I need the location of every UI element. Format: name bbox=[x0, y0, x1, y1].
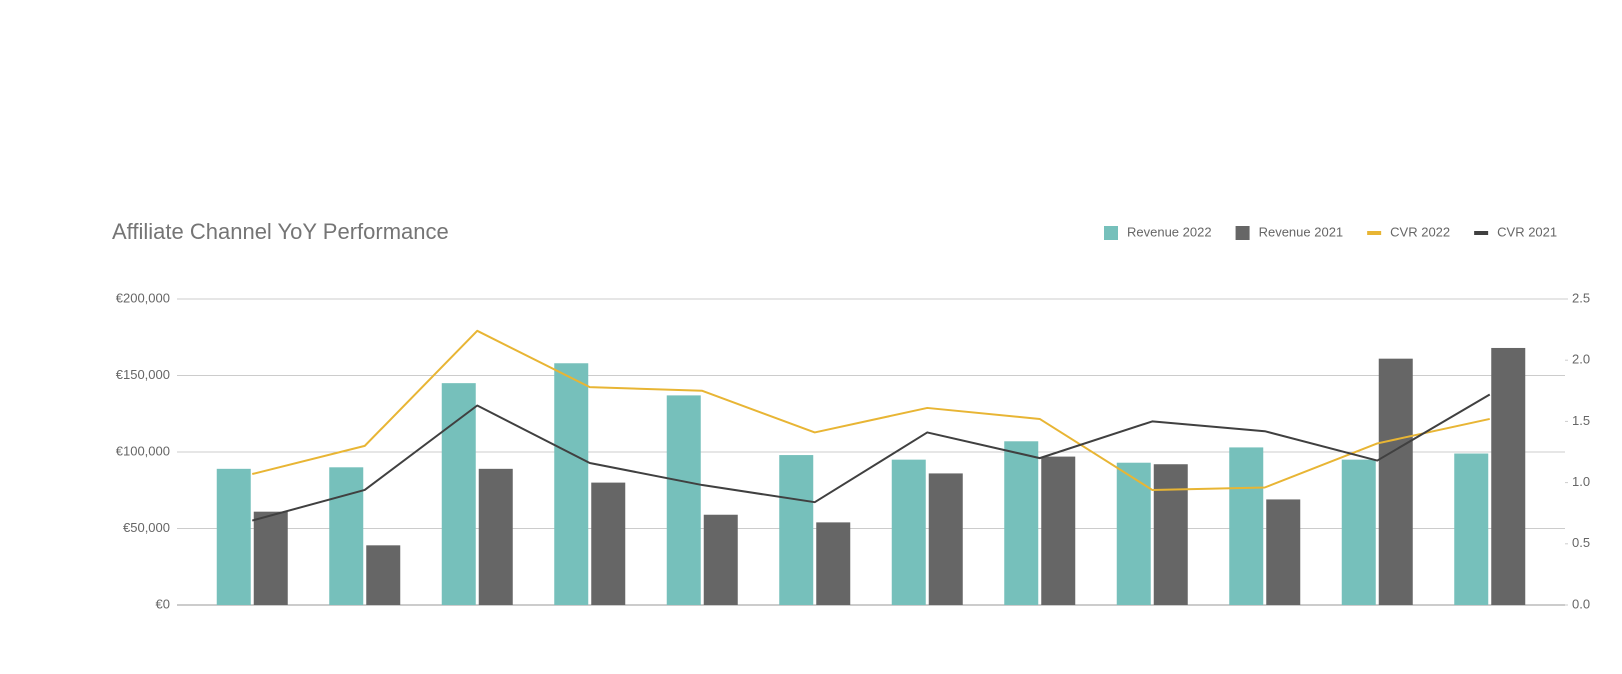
bar bbox=[1116, 462, 1151, 605]
legend-swatch bbox=[1104, 226, 1118, 240]
y2-tick-label: 1.5 bbox=[1572, 413, 1590, 428]
bar bbox=[1153, 464, 1188, 605]
bar bbox=[1004, 441, 1039, 605]
legend-label: Revenue 2021 bbox=[1259, 224, 1344, 239]
line bbox=[251, 393, 1491, 522]
legend-swatch bbox=[1367, 231, 1382, 235]
bar bbox=[1491, 347, 1526, 605]
y2-tick-label: 0.5 bbox=[1572, 535, 1590, 550]
bar bbox=[216, 468, 251, 605]
legend-label: Revenue 2022 bbox=[1127, 224, 1212, 239]
bar bbox=[366, 545, 401, 605]
line bbox=[252, 329, 1490, 491]
y-tick-label: €0 bbox=[156, 596, 170, 611]
bar bbox=[703, 514, 738, 605]
y2-tick-label: 2.5 bbox=[1572, 290, 1590, 305]
y2-tick-label: 2.0 bbox=[1572, 352, 1590, 367]
bar bbox=[891, 459, 926, 605]
y-tick-label: €50,000 bbox=[123, 520, 170, 535]
bar bbox=[1266, 499, 1301, 605]
bar bbox=[329, 467, 364, 605]
y-tick-label: €150,000 bbox=[116, 367, 170, 382]
bar bbox=[253, 511, 288, 605]
legend-swatch bbox=[1235, 226, 1250, 240]
bar bbox=[779, 455, 814, 605]
bar bbox=[478, 468, 513, 605]
bar bbox=[1229, 447, 1264, 605]
bar bbox=[1454, 453, 1489, 605]
bar bbox=[1041, 456, 1076, 605]
chart-title: Affiliate Channel YoY Performance bbox=[112, 219, 449, 244]
legend-label: CVR 2021 bbox=[1497, 224, 1557, 239]
bar bbox=[666, 395, 701, 605]
y-tick-label: €100,000 bbox=[116, 443, 170, 458]
y2-tick-label: 0.0 bbox=[1572, 596, 1590, 611]
bar bbox=[554, 363, 589, 605]
bar bbox=[591, 482, 626, 605]
y2-tick-label: 1.0 bbox=[1572, 474, 1590, 489]
bar bbox=[1341, 459, 1376, 605]
bar bbox=[441, 383, 476, 605]
bar bbox=[928, 473, 963, 605]
legend-swatch bbox=[1474, 231, 1489, 235]
y-tick-label: €200,000 bbox=[116, 290, 170, 305]
bar bbox=[816, 522, 851, 605]
bar bbox=[1378, 358, 1413, 605]
legend-label: CVR 2022 bbox=[1390, 224, 1450, 239]
